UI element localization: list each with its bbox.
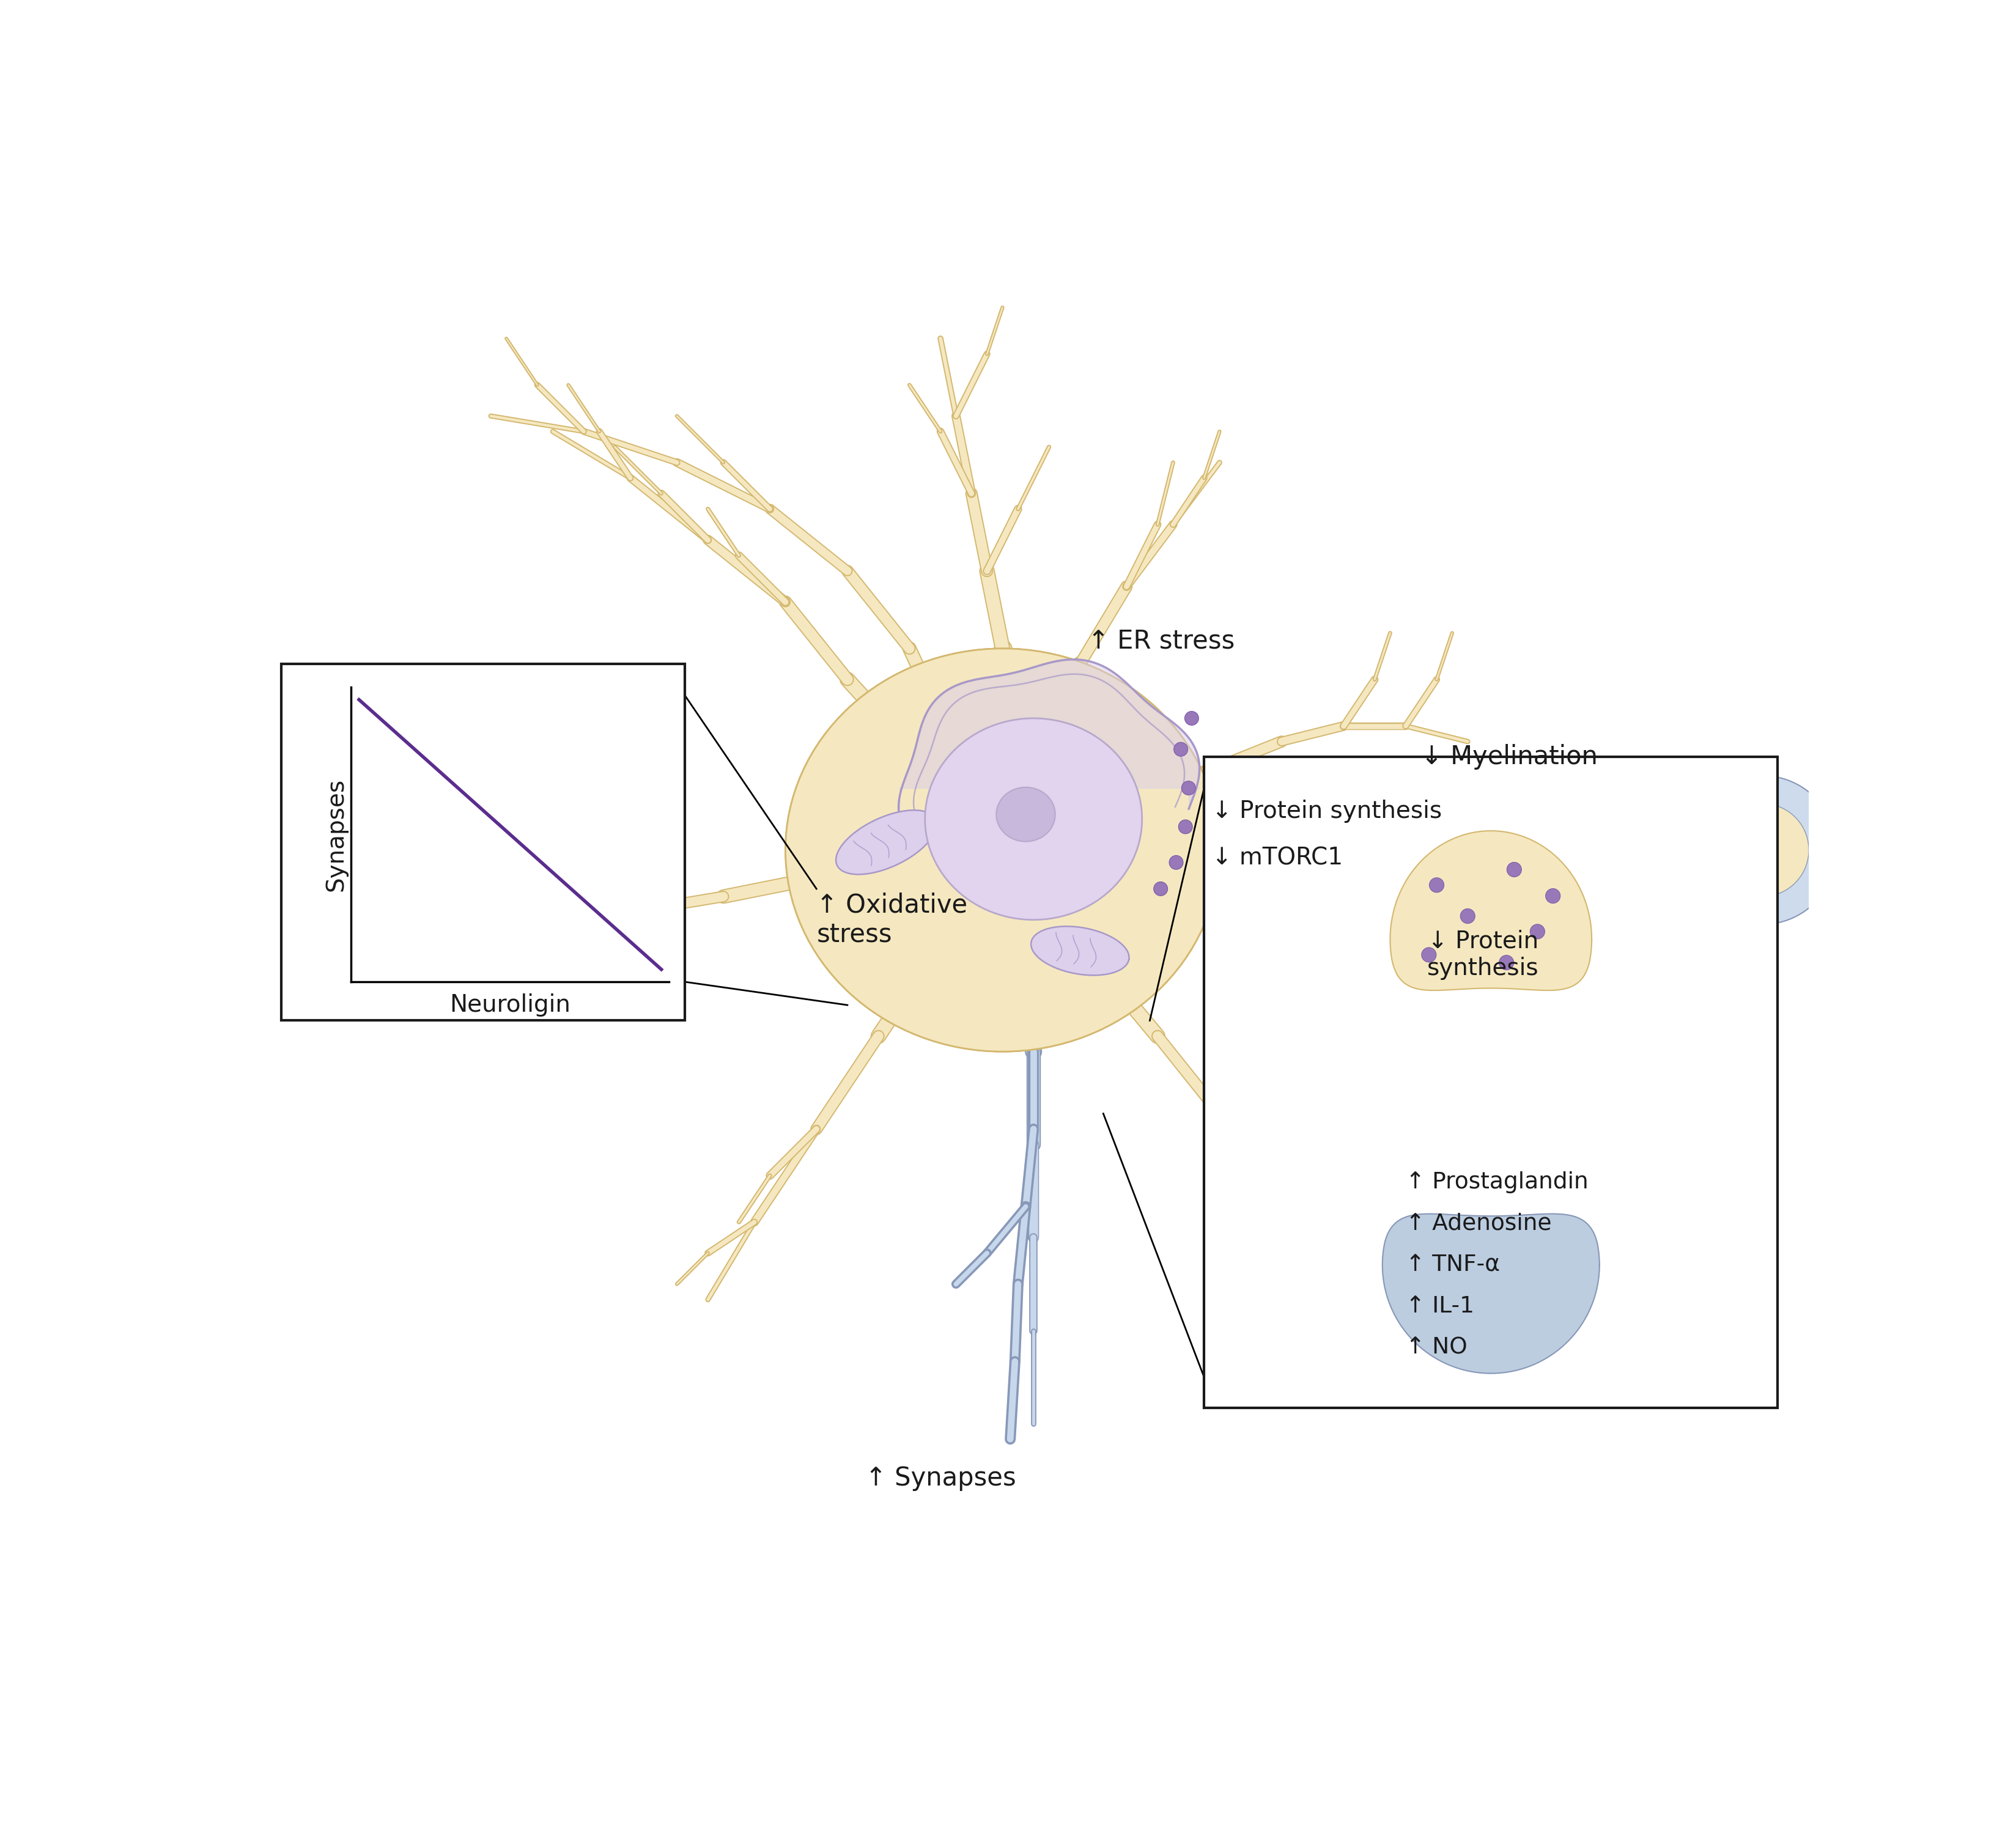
Ellipse shape <box>1169 855 1183 869</box>
Ellipse shape <box>1498 955 1514 970</box>
Polygon shape <box>1383 1214 1599 1373</box>
Text: ↑ IL-1: ↑ IL-1 <box>1405 1295 1474 1317</box>
Ellipse shape <box>1460 909 1474 924</box>
Ellipse shape <box>925 718 1141 920</box>
Text: ↑ NO: ↑ NO <box>1405 1337 1468 1359</box>
Text: ↑ Oxidative
stress: ↑ Oxidative stress <box>816 893 968 948</box>
Text: Synapses: Synapses <box>325 778 347 891</box>
Polygon shape <box>1389 831 1591 990</box>
Ellipse shape <box>1530 924 1544 939</box>
Ellipse shape <box>1181 782 1195 794</box>
Text: ↑ Adenosine: ↑ Adenosine <box>1405 1212 1550 1234</box>
Text: ↑ ER stress: ↑ ER stress <box>1087 628 1234 654</box>
Text: ↓ mTORC1: ↓ mTORC1 <box>1212 845 1343 869</box>
Ellipse shape <box>1506 862 1522 876</box>
Ellipse shape <box>1429 878 1443 893</box>
FancyBboxPatch shape <box>1204 758 1778 1408</box>
Polygon shape <box>1250 803 1808 897</box>
Text: ↑ Prostaglandin: ↑ Prostaglandin <box>1405 1172 1589 1194</box>
Ellipse shape <box>1173 743 1187 756</box>
Text: ↑ TNF-α: ↑ TNF-α <box>1405 1254 1500 1276</box>
Ellipse shape <box>996 787 1054 842</box>
Ellipse shape <box>1183 712 1198 725</box>
Text: ↓ Myelination: ↓ Myelination <box>1421 745 1597 771</box>
Text: ↑ Synapses: ↑ Synapses <box>865 1464 1016 1490</box>
Ellipse shape <box>1153 882 1167 897</box>
Ellipse shape <box>1421 948 1435 962</box>
FancyBboxPatch shape <box>282 665 683 1021</box>
Text: ↓ Protein
synthesis: ↓ Protein synthesis <box>1427 929 1538 981</box>
Text: Neuroligin: Neuroligin <box>450 993 571 1017</box>
Ellipse shape <box>1544 889 1560 904</box>
Ellipse shape <box>784 648 1220 1052</box>
Ellipse shape <box>1177 820 1191 834</box>
Polygon shape <box>1250 776 1837 924</box>
Polygon shape <box>837 811 935 875</box>
Polygon shape <box>1030 926 1129 975</box>
Text: ↓ Protein synthesis: ↓ Protein synthesis <box>1212 800 1441 824</box>
Ellipse shape <box>784 648 1220 1052</box>
